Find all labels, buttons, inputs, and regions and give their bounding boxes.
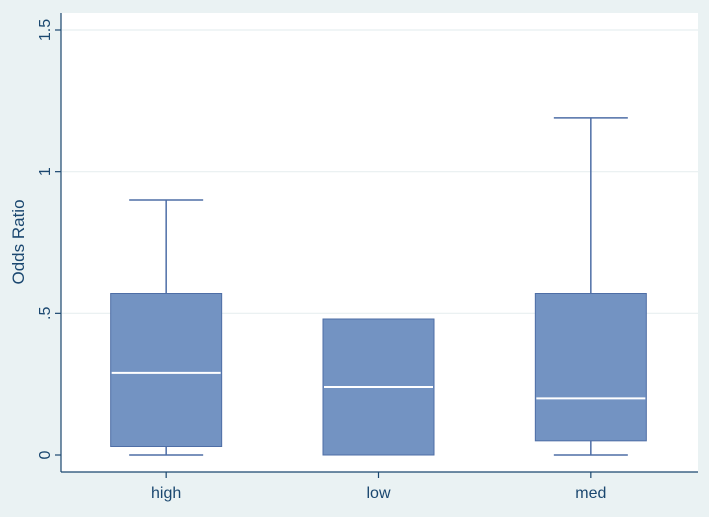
boxes xyxy=(110,117,647,456)
y-axis-label: Odds Ratio xyxy=(9,199,28,284)
y-tick-label: 1 xyxy=(37,167,54,176)
box-high xyxy=(110,199,223,456)
y-tick-label: 0 xyxy=(37,450,54,459)
iqr-box xyxy=(110,293,223,447)
x-tick-label: med xyxy=(575,485,606,502)
ticks: 0 .5 1 1.5 high low med xyxy=(37,19,606,502)
box-low xyxy=(322,318,435,456)
x-tick-label: high xyxy=(151,485,181,502)
axes xyxy=(60,13,698,473)
y-tick-label: .5 xyxy=(37,307,54,320)
box-med xyxy=(534,117,647,456)
y-tick-label: 1.5 xyxy=(37,19,54,41)
x-tick-label: low xyxy=(366,485,390,502)
iqr-box xyxy=(534,293,647,442)
